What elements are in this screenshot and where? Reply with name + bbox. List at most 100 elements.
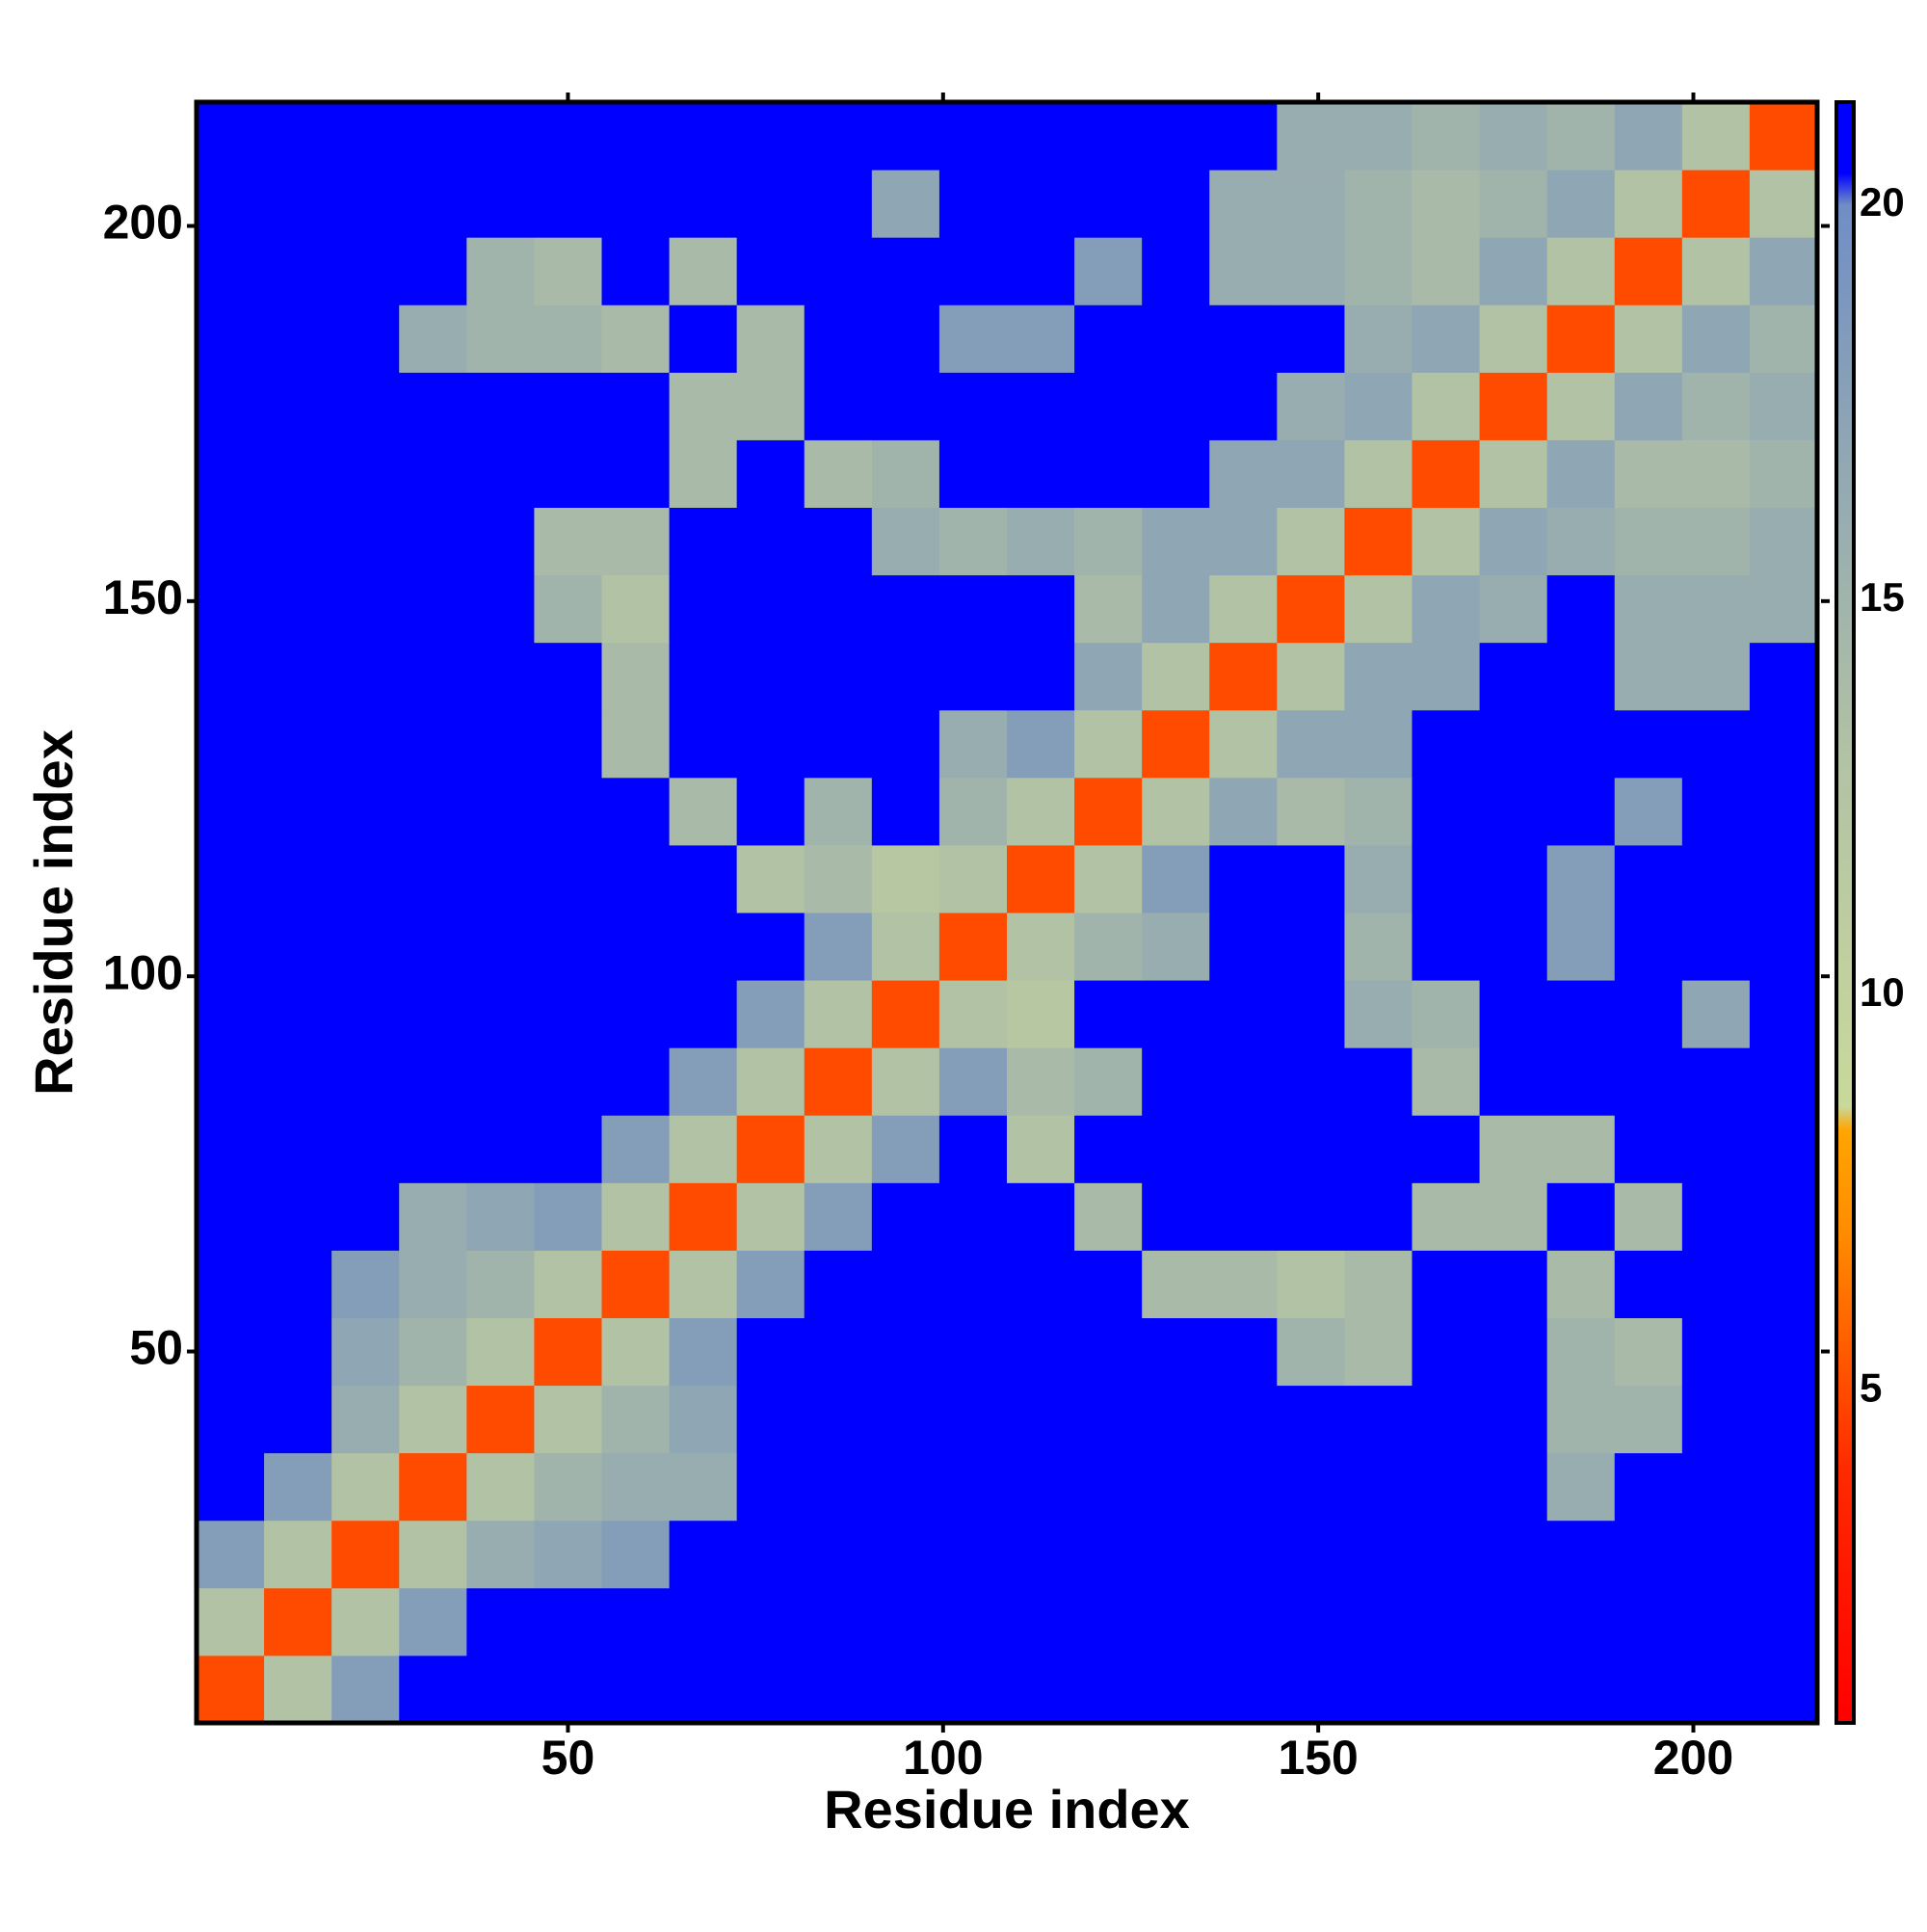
heatmap-cell: [1344, 1587, 1412, 1656]
heatmap-cell: [1681, 102, 1751, 171]
heatmap-cell: [1074, 1654, 1143, 1724]
heatmap-cell: [1681, 237, 1751, 305]
x-tick-label: 200: [1653, 1731, 1733, 1785]
heatmap-cell: [1209, 642, 1278, 711]
heatmap-cell: [1209, 1317, 1278, 1387]
heatmap-cell: [1681, 1587, 1751, 1656]
heatmap-cell: [264, 1654, 332, 1724]
heatmap-cell: [1277, 844, 1345, 913]
heatmap-cell: [736, 1654, 805, 1724]
heatmap-cell: [197, 237, 265, 305]
heatmap-cell: [264, 1587, 332, 1656]
heatmap-cell: [1749, 1182, 1818, 1251]
heatmap-cell: [1546, 102, 1616, 171]
heatmap-cell: [466, 1115, 535, 1183]
heatmap-cell: [1344, 1250, 1412, 1318]
heatmap-cell: [938, 1452, 1008, 1522]
heatmap-cell: [1412, 507, 1481, 576]
heatmap-cell: [197, 777, 265, 846]
heatmap-cell: [804, 1250, 873, 1318]
heatmap-cell: [1007, 1115, 1075, 1183]
heatmap-cell: [534, 1182, 602, 1251]
heatmap-cell: [938, 1520, 1008, 1589]
heatmap-cell: [1277, 913, 1345, 981]
heatmap-cell: [1344, 642, 1412, 711]
heatmap-cell: [1614, 844, 1683, 913]
heatmap-cell: [1681, 439, 1751, 508]
heatmap-cell: [1479, 507, 1548, 576]
heatmap-cell: [669, 913, 738, 981]
heatmap-cell: [197, 507, 265, 576]
heatmap-cell: [1614, 102, 1683, 171]
heatmap-cell: [669, 844, 738, 913]
heatmap-cell: [1142, 1654, 1210, 1724]
heatmap-cell: [804, 507, 873, 576]
heatmap-cell: [1277, 102, 1345, 171]
heatmap-cell: [1479, 170, 1548, 238]
heatmap-cell: [1277, 170, 1345, 238]
heatmap-cell: [1546, 372, 1616, 440]
heatmap-cell: [1479, 1587, 1548, 1656]
heatmap-cell: [1749, 1520, 1818, 1589]
heatmap-cell: [264, 642, 332, 711]
heatmap-cell: [264, 1047, 332, 1116]
heatmap-cell: [1749, 102, 1818, 171]
heatmap-cell: [1614, 1047, 1683, 1116]
heatmap-cell: [1546, 1587, 1616, 1656]
heatmap-cell: [197, 372, 265, 440]
heatmap-cell: [534, 1047, 602, 1116]
heatmap-cell: [669, 1520, 738, 1589]
heatmap-cell: [1277, 1317, 1345, 1387]
heatmap-cell: [1681, 1047, 1751, 1116]
heatmap-cell: [938, 913, 1008, 981]
heatmap-cell: [1074, 1317, 1143, 1387]
heatmap-cell: [399, 1182, 467, 1251]
heatmap-cell: [1614, 439, 1683, 508]
heatmap-cell: [466, 1182, 535, 1251]
heatmap-cell: [197, 304, 265, 373]
heatmap-cell: [1209, 237, 1278, 305]
heatmap-cell: [1412, 642, 1481, 711]
heatmap-cell: [1479, 1047, 1548, 1116]
heatmap-cell: [1074, 642, 1143, 711]
heatmap-cell: [1277, 574, 1345, 644]
heatmap-cell: [736, 709, 805, 779]
heatmap-cell: [1142, 170, 1210, 238]
heatmap-cell: [1209, 777, 1278, 846]
heatmap-cell: [1412, 1317, 1481, 1387]
heatmap-cell: [601, 439, 671, 508]
heatmap-cell: [736, 170, 805, 238]
heatmap-cell: [871, 1654, 940, 1724]
heatmap-cell: [1007, 913, 1075, 981]
heatmap-cell: [601, 777, 671, 846]
x-tick-label: 100: [903, 1731, 983, 1785]
heatmap-cell: [1074, 372, 1143, 440]
heatmap-cell: [669, 507, 738, 576]
heatmap-cell: [669, 1047, 738, 1116]
heatmap-cell: [871, 507, 940, 576]
x-axis-title: Residue index: [824, 1779, 1190, 1839]
heatmap-cell: [938, 1654, 1008, 1724]
heatmap-cell: [669, 237, 738, 305]
x-tick-label: 150: [1278, 1731, 1358, 1785]
heatmap-cell: [331, 170, 400, 238]
heatmap-cell: [669, 304, 738, 373]
heatmap-cell: [736, 304, 805, 373]
heatmap-cell: [1074, 844, 1143, 913]
heatmap-cell: [669, 372, 738, 440]
heatmap-cell: [871, 1587, 940, 1656]
heatmap-cell: [804, 372, 873, 440]
heatmap-cell: [1479, 642, 1548, 711]
heatmap-cell: [1546, 170, 1616, 238]
heatmap-cell: [871, 980, 940, 1048]
heatmap-cell: [1277, 372, 1345, 440]
heatmap-cell: [466, 237, 535, 305]
heatmap-cell: [871, 102, 940, 171]
heatmap-cell: [1412, 1654, 1481, 1724]
heatmap-cell: [1142, 237, 1210, 305]
heatmap-cell: [938, 1317, 1008, 1387]
heatmap-cell: [1344, 439, 1412, 508]
heatmap-cell: [534, 304, 602, 373]
heatmap-cell: [1007, 777, 1075, 846]
heatmap-cell: [534, 1452, 602, 1522]
